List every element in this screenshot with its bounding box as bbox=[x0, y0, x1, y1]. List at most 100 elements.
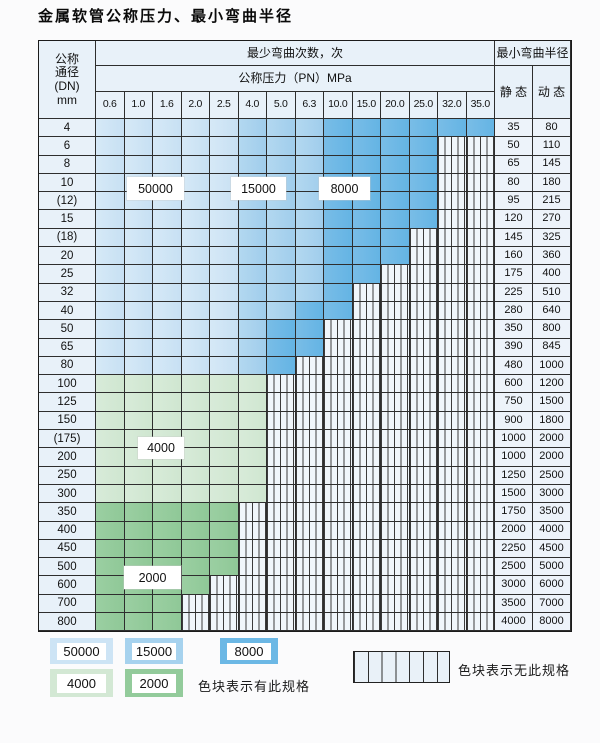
spec-cell bbox=[324, 210, 353, 229]
spec-cell bbox=[438, 594, 467, 614]
static-radius-value: 4000 bbox=[495, 613, 533, 632]
dynamic-radius-value: 2000 bbox=[533, 430, 571, 449]
spec-cell bbox=[381, 265, 410, 284]
pressure-col-header: 25.0 bbox=[409, 92, 438, 119]
pressure-col-header: 1.0 bbox=[124, 92, 153, 119]
spec-cell bbox=[96, 393, 125, 412]
static-radius-value: 480 bbox=[495, 356, 533, 376]
cycles-value-label: 8000 bbox=[319, 177, 370, 200]
spec-cell bbox=[352, 137, 381, 156]
spec-cell bbox=[466, 484, 495, 504]
row-label-dn: 15 bbox=[39, 210, 96, 229]
spec-cell bbox=[124, 247, 153, 266]
spec-cell bbox=[409, 521, 438, 540]
spec-cell bbox=[438, 301, 467, 321]
row-label-dn: 4 bbox=[39, 119, 96, 138]
spec-cell bbox=[409, 338, 438, 357]
spec-cell bbox=[352, 265, 381, 284]
spec-cell bbox=[381, 137, 410, 156]
spec-cell bbox=[324, 594, 353, 614]
spec-cell bbox=[409, 393, 438, 412]
spec-cell bbox=[124, 503, 153, 522]
legend-swatch-2000: 2000 bbox=[125, 669, 183, 697]
spec-cell bbox=[181, 558, 210, 577]
spec-cell bbox=[295, 265, 324, 284]
spec-cell bbox=[409, 503, 438, 522]
dynamic-radius-value: 1800 bbox=[533, 411, 571, 431]
spec-cell bbox=[409, 466, 438, 485]
spec-cell bbox=[153, 137, 182, 156]
spec-cell bbox=[210, 375, 239, 394]
spec-cell bbox=[381, 448, 410, 467]
spec-cell bbox=[96, 137, 125, 156]
spec-cell bbox=[381, 119, 410, 138]
spec-cell bbox=[466, 338, 495, 357]
spec-cell bbox=[124, 137, 153, 156]
spec-cell bbox=[352, 301, 381, 321]
static-radius-value: 350 bbox=[495, 320, 533, 339]
spec-cell bbox=[181, 192, 210, 211]
legend-has-spec-text: 色块表示有此规格 bbox=[198, 679, 311, 694]
static-radius-value: 2000 bbox=[495, 521, 533, 540]
pressure-col-header: 10.0 bbox=[324, 92, 353, 119]
spec-cell bbox=[96, 613, 125, 632]
spec-cell bbox=[381, 356, 410, 376]
spec-cell bbox=[96, 430, 125, 449]
spec-cell bbox=[238, 338, 267, 357]
spec-cell bbox=[466, 576, 495, 595]
dynamic-radius-value: 270 bbox=[533, 210, 571, 229]
legend-swatch-label: 4000 bbox=[57, 673, 106, 693]
spec-cell bbox=[466, 228, 495, 248]
spec-cell bbox=[124, 594, 153, 614]
spec-cell bbox=[381, 283, 410, 302]
row-label-dn: 20 bbox=[39, 247, 96, 266]
spec-cell bbox=[352, 283, 381, 302]
row-label-dn: 700 bbox=[39, 594, 96, 614]
legend-no-spec-text: 色块表示无此规格 bbox=[458, 663, 571, 678]
pressure-col-header: 35.0 bbox=[466, 92, 495, 119]
dynamic-radius-value: 2000 bbox=[533, 448, 571, 467]
spec-cell bbox=[381, 594, 410, 614]
static-radius-value: 50 bbox=[495, 137, 533, 156]
legend-swatch-4000: 4000 bbox=[50, 669, 113, 697]
spec-cell bbox=[381, 503, 410, 522]
spec-cell bbox=[352, 393, 381, 412]
spec-cell bbox=[267, 228, 296, 248]
spec-cell bbox=[381, 576, 410, 595]
row-label-dn: 300 bbox=[39, 484, 96, 504]
spec-cell bbox=[466, 173, 495, 193]
spec-cell bbox=[295, 393, 324, 412]
spec-cell bbox=[238, 119, 267, 138]
pressure-col-header: 2.5 bbox=[210, 92, 239, 119]
spec-cell bbox=[153, 119, 182, 138]
spec-cell bbox=[438, 320, 467, 339]
static-radius-value: 3000 bbox=[495, 576, 533, 595]
spec-cell bbox=[409, 448, 438, 467]
spec-cell bbox=[181, 539, 210, 559]
spec-cell bbox=[181, 576, 210, 595]
spec-cell bbox=[409, 119, 438, 138]
spec-cell bbox=[124, 228, 153, 248]
spec-cell bbox=[181, 283, 210, 302]
spec-cell bbox=[267, 155, 296, 174]
spec-cell bbox=[466, 320, 495, 339]
pressure-col-header: 2.0 bbox=[181, 92, 210, 119]
spec-cell bbox=[210, 484, 239, 504]
spec-cell bbox=[295, 539, 324, 559]
spec-cell bbox=[267, 356, 296, 376]
legend-swatch-label: 2000 bbox=[132, 673, 176, 693]
cycles-value-label: 2000 bbox=[124, 566, 181, 589]
spec-cell bbox=[438, 356, 467, 376]
spec-cell bbox=[238, 411, 267, 431]
spec-cell bbox=[295, 192, 324, 211]
spec-cell bbox=[409, 484, 438, 504]
spec-cell bbox=[466, 375, 495, 394]
spec-cell bbox=[295, 613, 324, 632]
spec-cell bbox=[267, 411, 296, 431]
spec-cell bbox=[153, 411, 182, 431]
spec-cell bbox=[181, 210, 210, 229]
spec-cell bbox=[438, 228, 467, 248]
spec-cell bbox=[96, 594, 125, 614]
spec-cell bbox=[181, 137, 210, 156]
spec-cell bbox=[124, 210, 153, 229]
